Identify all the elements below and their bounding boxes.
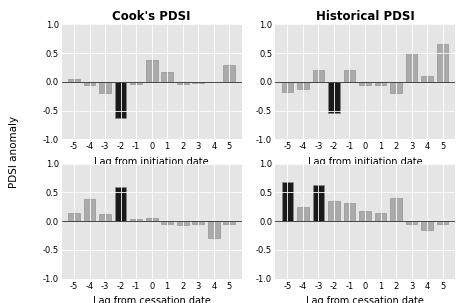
Bar (390, 82, 402, 93)
X-axis label: Lag from cessation date: Lag from cessation date (93, 296, 210, 303)
Bar (130, 82, 142, 84)
Title: Cook's PDSI: Cook's PDSI (112, 10, 191, 23)
Bar (406, 221, 418, 224)
Bar (297, 207, 309, 221)
Bar (437, 44, 448, 82)
Bar (437, 221, 448, 224)
Bar (161, 72, 173, 82)
X-axis label: Lag from initiation date: Lag from initiation date (308, 157, 422, 167)
Bar (374, 213, 386, 221)
Bar (99, 214, 111, 221)
Bar (84, 199, 95, 221)
Bar (344, 70, 356, 82)
Bar (177, 82, 189, 84)
Bar (282, 82, 293, 92)
Bar (146, 60, 157, 82)
Bar (99, 82, 111, 93)
Bar (359, 82, 371, 85)
Bar (390, 198, 402, 221)
X-axis label: Lag from initiation date: Lag from initiation date (94, 157, 209, 167)
Bar (374, 82, 386, 85)
Bar (130, 219, 142, 221)
Bar (297, 82, 309, 89)
X-axis label: Lag from cessation date: Lag from cessation date (306, 296, 424, 303)
Bar (312, 185, 324, 221)
Bar (115, 82, 127, 118)
Bar (146, 218, 157, 221)
Bar (68, 213, 80, 221)
Bar (359, 211, 371, 221)
Bar (421, 221, 433, 230)
Bar (406, 53, 418, 82)
Bar (312, 70, 324, 82)
Bar (115, 187, 127, 221)
Bar (208, 221, 219, 238)
Bar (84, 82, 95, 85)
Bar (328, 201, 340, 221)
Text: PDSI anomaly: PDSI anomaly (9, 115, 19, 188)
Bar (224, 221, 235, 224)
Bar (328, 82, 340, 113)
Bar (192, 221, 204, 224)
Bar (161, 221, 173, 224)
Title: Historical PDSI: Historical PDSI (316, 10, 414, 23)
Bar (224, 65, 235, 82)
Bar (68, 79, 80, 82)
Bar (282, 182, 293, 221)
Bar (177, 221, 189, 225)
Bar (344, 203, 356, 221)
Bar (192, 82, 204, 83)
Bar (421, 76, 433, 82)
